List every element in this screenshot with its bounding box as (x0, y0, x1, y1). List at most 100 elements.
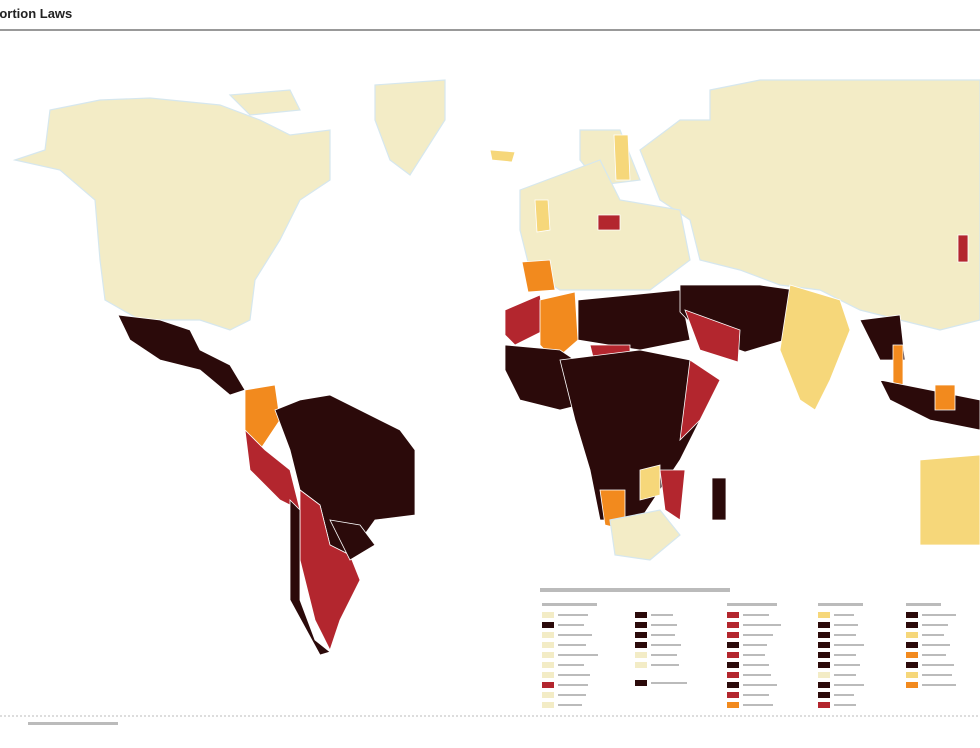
legend (540, 588, 956, 708)
legend-swatch (818, 622, 830, 628)
legend-text (743, 694, 769, 696)
legend-swatch (635, 622, 647, 628)
legend-text (743, 674, 771, 676)
legend-text (743, 664, 769, 666)
legend-swatch (906, 612, 918, 618)
legend-swatch (542, 702, 554, 708)
legend-col-1 (542, 603, 598, 708)
legend-swatch (818, 612, 830, 618)
legend-text (922, 654, 946, 656)
legend-swatch (542, 662, 554, 668)
iceland (489, 149, 516, 163)
legend-swatch (635, 632, 647, 638)
britain (534, 199, 551, 233)
legend-heading (540, 588, 730, 592)
legend-text (558, 614, 588, 616)
legend-text (651, 682, 687, 684)
legend-col-3 (727, 603, 781, 708)
legend-text (651, 654, 677, 656)
legend-swatch (906, 642, 918, 648)
legend-swatch (635, 652, 647, 658)
legend-swatch (542, 612, 554, 618)
legend-text (922, 634, 944, 636)
legend-text (743, 684, 777, 686)
legend-text (834, 684, 864, 686)
mozambique (659, 469, 686, 521)
map-title: Abortion Laws (0, 6, 72, 21)
finland (613, 134, 631, 181)
legend-swatch (906, 662, 918, 668)
legend-text (558, 664, 584, 666)
legend-swatch (635, 680, 647, 686)
legend-swatch (818, 702, 830, 708)
legend-text (558, 674, 590, 676)
legend-swatch (906, 622, 918, 628)
legend-text (651, 644, 681, 646)
legend-swatch (906, 632, 918, 638)
legend-text (922, 664, 954, 666)
legend-swatch (727, 612, 739, 618)
legend-text (743, 634, 773, 636)
legend-text (818, 603, 863, 606)
legend-text (743, 644, 767, 646)
legend-text (727, 603, 777, 606)
legend-swatch (542, 682, 554, 688)
legend-text (651, 634, 675, 636)
chile (289, 499, 331, 656)
east-africa (679, 359, 721, 442)
legend-swatch (727, 642, 739, 648)
legend-swatch (727, 652, 739, 658)
legend-swatch (906, 682, 918, 688)
borneo (934, 384, 956, 411)
legend-text (834, 614, 854, 616)
legend-swatch (635, 642, 647, 648)
legend-swatch (818, 672, 830, 678)
south-africa (609, 509, 681, 561)
legend-swatch (818, 652, 830, 658)
legend-swatch (542, 632, 554, 638)
legend-text (922, 684, 956, 686)
legend-text (834, 644, 864, 646)
legend-text (558, 654, 598, 656)
japan (957, 234, 969, 263)
legend-text (651, 664, 679, 666)
legend-swatch (635, 612, 647, 618)
legend-col-5 (906, 603, 956, 688)
legend-swatch (727, 632, 739, 638)
legend-text (743, 624, 781, 626)
zambia (639, 464, 661, 501)
legend-text (834, 664, 860, 666)
legend-text (743, 654, 765, 656)
legend-swatch (542, 622, 554, 628)
legend-swatch (818, 662, 830, 668)
legend-swatch (542, 652, 554, 658)
indonesia (879, 379, 980, 431)
legend-swatch (906, 672, 918, 678)
legend-text (834, 624, 858, 626)
legend-text (922, 624, 948, 626)
legend-text (922, 614, 956, 616)
legend-text (834, 654, 856, 656)
legend-swatch (542, 672, 554, 678)
spain (521, 259, 556, 293)
legend-col-4 (818, 603, 864, 708)
legend-text (651, 624, 677, 626)
morocco (504, 294, 546, 346)
legend-text (558, 704, 582, 706)
legend-text (834, 694, 854, 696)
libya-egypt (577, 289, 691, 351)
legend-text (558, 684, 588, 686)
madagascar (711, 477, 727, 521)
poland (597, 214, 621, 231)
legend-text (558, 624, 584, 626)
legend-swatch (727, 622, 739, 628)
footer-note (28, 722, 118, 725)
legend-text (743, 704, 773, 706)
legend-text (834, 674, 856, 676)
legend-swatch (818, 692, 830, 698)
algeria (539, 291, 579, 361)
legend-text (834, 634, 856, 636)
paraguay (329, 519, 376, 561)
argentina (299, 489, 361, 652)
